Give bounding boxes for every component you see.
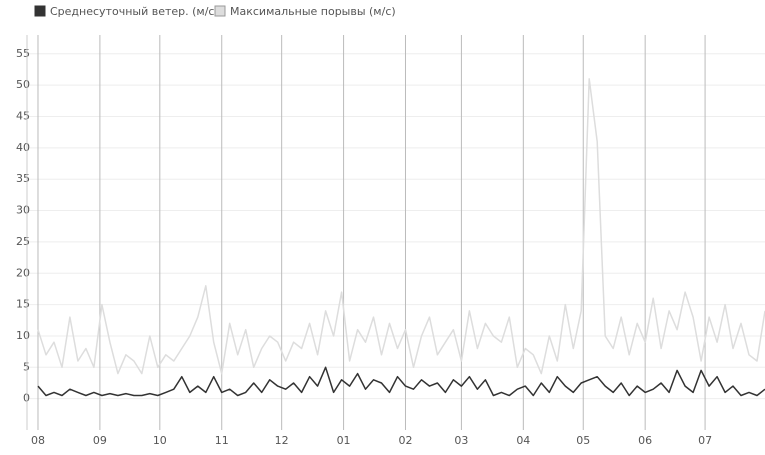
series-line (37, 78, 765, 375)
x-tick-label: 06 (638, 434, 652, 447)
legend-swatch (214, 5, 226, 17)
y-tick-label: 35 (16, 172, 30, 185)
y-tick-label: 45 (16, 110, 30, 123)
y-tick-label: 20 (16, 266, 30, 279)
x-tick-label: 07 (698, 434, 712, 447)
x-tick-label: 11 (215, 434, 229, 447)
x-tick-label: 03 (454, 434, 468, 447)
y-tick-label: 55 (16, 47, 30, 60)
y-tick-label: 15 (16, 298, 30, 311)
x-tick-label: 09 (93, 434, 107, 447)
series-line (37, 366, 765, 397)
y-tick-label: 50 (16, 78, 30, 91)
y-tick-label: 40 (16, 141, 30, 154)
legend-swatch (34, 5, 46, 17)
x-tick-label: 02 (398, 434, 412, 447)
x-tick-label: 01 (337, 434, 351, 447)
legend-label: Максимальные порывы (м/с) (230, 5, 396, 18)
x-tick-label: 12 (275, 434, 289, 447)
x-tick-label: 04 (516, 434, 530, 447)
y-tick-label: 30 (16, 204, 30, 217)
y-tick-label: 10 (16, 329, 30, 342)
y-tick-label: 25 (16, 235, 30, 248)
legend-label: Среднесуточный ветер. (м/с) (50, 5, 219, 18)
x-tick-label: 05 (576, 434, 590, 447)
x-tick-label: 08 (31, 434, 45, 447)
x-tick-label: 10 (153, 434, 167, 447)
